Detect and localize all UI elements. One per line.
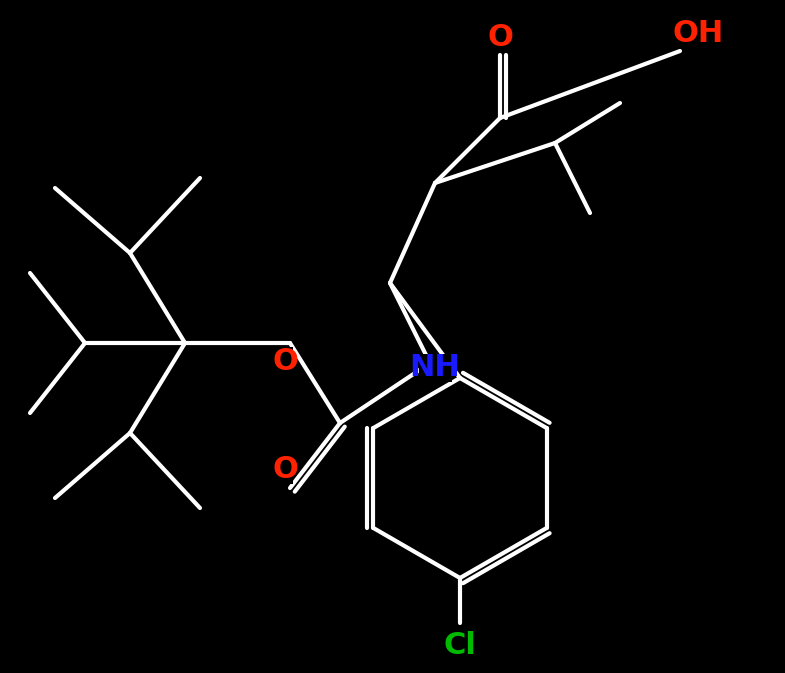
FancyBboxPatch shape (418, 354, 451, 382)
FancyBboxPatch shape (491, 23, 508, 51)
Text: OH: OH (673, 18, 724, 48)
FancyBboxPatch shape (444, 631, 476, 660)
Text: NH: NH (410, 353, 460, 382)
Text: Cl: Cl (444, 631, 476, 660)
FancyBboxPatch shape (681, 19, 714, 47)
FancyBboxPatch shape (277, 456, 294, 485)
FancyBboxPatch shape (277, 347, 294, 376)
Text: O: O (272, 347, 298, 376)
Text: O: O (272, 456, 298, 485)
Text: O: O (487, 22, 513, 52)
